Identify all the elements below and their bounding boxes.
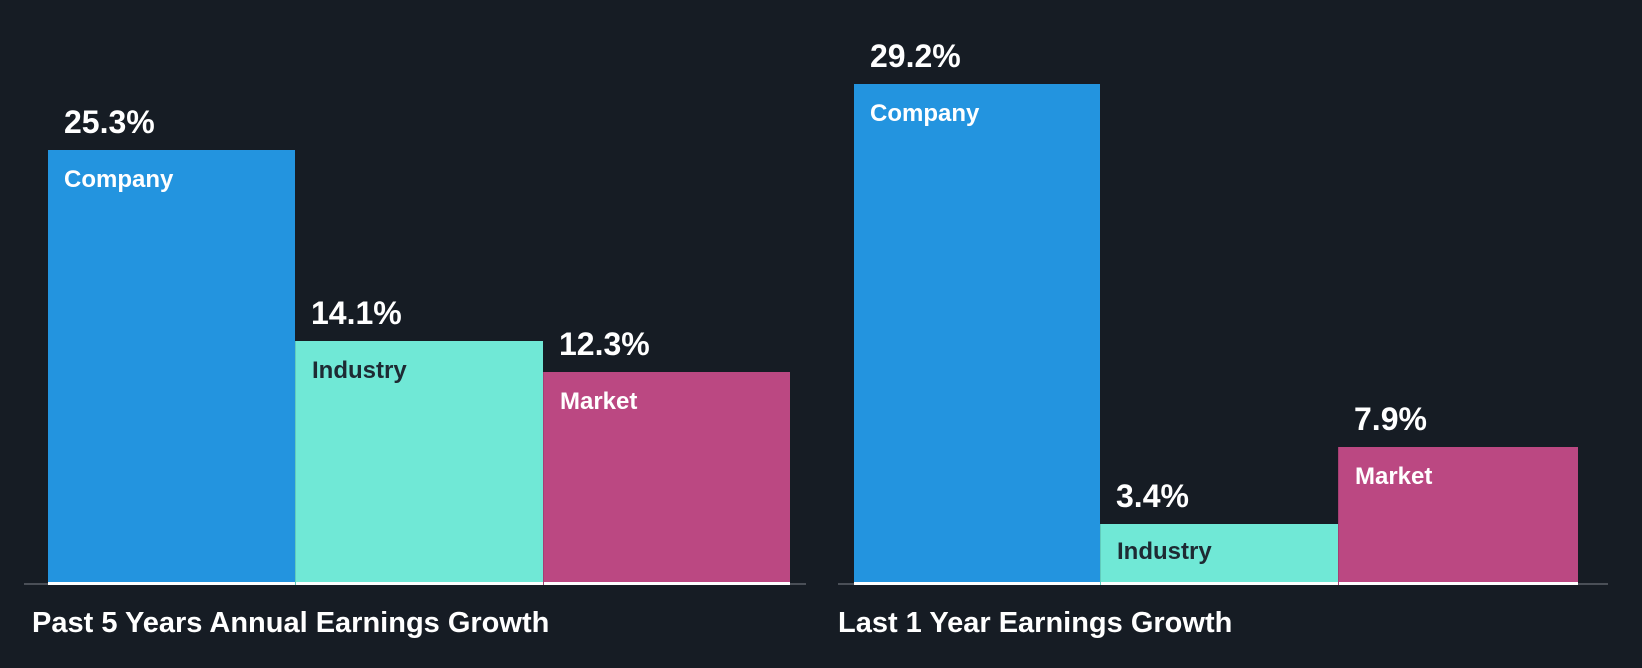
bar-baseline bbox=[544, 582, 790, 585]
value-label-market: 12.3% bbox=[559, 326, 650, 362]
value-label-industry: 3.4% bbox=[1116, 478, 1189, 514]
bar-company: Company bbox=[48, 150, 295, 585]
chart-title: Past 5 Years Annual Earnings Growth bbox=[32, 607, 550, 639]
value-label-industry: 14.1% bbox=[311, 295, 402, 331]
bar-market: Market bbox=[1338, 447, 1578, 585]
bar-baseline bbox=[296, 582, 543, 585]
bar-category-label: Market bbox=[1355, 463, 1433, 490]
bar-baseline bbox=[48, 582, 295, 585]
value-label-company: 29.2% bbox=[870, 38, 961, 74]
bar-category-label: Market bbox=[560, 388, 638, 415]
chart-title: Last 1 Year Earnings Growth bbox=[838, 607, 1233, 639]
bar-category-label: Industry bbox=[312, 357, 407, 384]
bar-baseline bbox=[1339, 582, 1578, 585]
bar-category-label: Company bbox=[64, 166, 174, 193]
bar-baseline bbox=[854, 582, 1100, 585]
bar-industry: Industry bbox=[1100, 524, 1338, 585]
bar-market: Market bbox=[543, 372, 790, 585]
bar-baseline bbox=[1101, 582, 1338, 585]
bar-company: Company bbox=[854, 84, 1100, 585]
value-label-company: 25.3% bbox=[64, 104, 155, 140]
bar-category-label: Company bbox=[870, 100, 980, 127]
value-label-market: 7.9% bbox=[1354, 401, 1427, 437]
bar-category-label: Industry bbox=[1117, 538, 1212, 565]
bar-industry: Industry bbox=[295, 341, 543, 585]
